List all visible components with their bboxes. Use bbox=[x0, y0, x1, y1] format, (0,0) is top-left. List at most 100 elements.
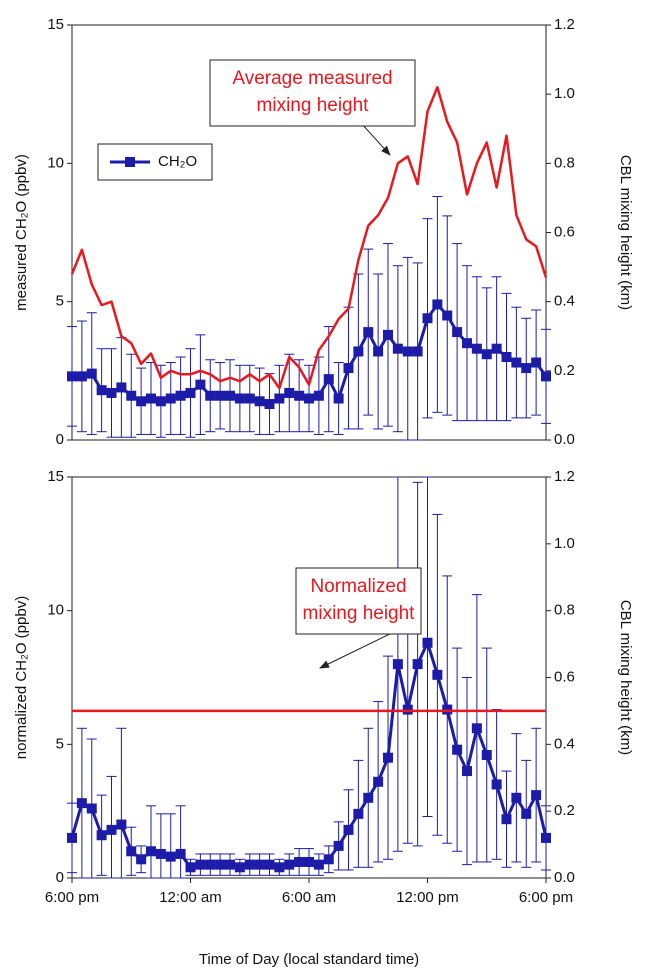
error-bar bbox=[165, 813, 176, 879]
data-point bbox=[541, 371, 551, 382]
y2-tick-label: 0.6 bbox=[554, 223, 575, 240]
data-point bbox=[412, 659, 423, 670]
data-point bbox=[234, 862, 245, 873]
data-point bbox=[442, 704, 453, 715]
y2-tick-label: 1.2 bbox=[554, 16, 575, 33]
x-tick-label: 6:00 pm bbox=[519, 889, 573, 906]
data-point bbox=[491, 779, 502, 790]
data-point bbox=[481, 750, 492, 761]
data-point bbox=[215, 390, 226, 401]
legend-marker bbox=[125, 157, 135, 167]
data-point bbox=[373, 346, 384, 357]
data-point bbox=[333, 840, 344, 851]
data-point bbox=[432, 669, 443, 680]
data-point bbox=[452, 744, 463, 755]
data-point bbox=[353, 346, 364, 357]
data-point bbox=[146, 393, 156, 404]
data-point bbox=[254, 396, 265, 407]
data-point bbox=[195, 859, 206, 870]
data-point bbox=[136, 396, 147, 407]
data-point bbox=[244, 859, 255, 870]
y2-tick-label: 0.2 bbox=[554, 362, 575, 379]
y-tick-label: 15 bbox=[47, 16, 64, 33]
data-point bbox=[521, 363, 532, 374]
data-point bbox=[383, 329, 393, 340]
data-point bbox=[274, 862, 285, 873]
data-point bbox=[432, 299, 443, 310]
y2-tick-label: 0.4 bbox=[554, 735, 575, 752]
annotation-text: mixing height bbox=[257, 95, 370, 116]
data-point bbox=[165, 393, 176, 404]
data-point bbox=[215, 859, 226, 870]
data-point bbox=[294, 390, 305, 401]
data-point bbox=[225, 390, 235, 401]
data-point bbox=[323, 854, 334, 865]
data-point bbox=[67, 832, 77, 843]
annotation-text: mixing height bbox=[303, 603, 416, 624]
data-point bbox=[146, 846, 156, 857]
data-point bbox=[422, 313, 433, 324]
data-point bbox=[165, 851, 176, 862]
error-bar bbox=[175, 805, 186, 879]
data-point bbox=[96, 830, 107, 841]
series-line bbox=[70, 641, 548, 869]
x-axis-label: Time of Day (local standard time) bbox=[199, 951, 419, 968]
y2-tick-label: 0.8 bbox=[554, 602, 575, 619]
y2-tick-label: 0.0 bbox=[554, 431, 575, 448]
data-point bbox=[284, 387, 295, 398]
data-point bbox=[264, 399, 275, 410]
data-point bbox=[402, 704, 413, 715]
data-point bbox=[531, 357, 542, 368]
annotation-text: Average measured bbox=[232, 68, 392, 89]
x-tick-label: 6:00 pm bbox=[45, 889, 99, 906]
data-point bbox=[392, 343, 403, 354]
data-point bbox=[264, 859, 275, 870]
data-point bbox=[225, 859, 235, 870]
data-point bbox=[155, 848, 166, 859]
y-axis-label: normalized CH₂O (ppbv) bbox=[13, 596, 30, 759]
y2-tick-label: 1.2 bbox=[554, 468, 575, 485]
data-point bbox=[234, 393, 245, 404]
data-point bbox=[373, 776, 384, 787]
data-point bbox=[511, 357, 522, 368]
data-point bbox=[511, 792, 522, 803]
data-point bbox=[343, 363, 354, 374]
data-point bbox=[205, 390, 216, 401]
data-point bbox=[185, 862, 196, 873]
data-point bbox=[86, 803, 97, 814]
data-point bbox=[521, 808, 532, 819]
annotation-text: Normalized bbox=[310, 576, 406, 597]
data-point bbox=[323, 374, 334, 385]
data-point bbox=[452, 327, 463, 338]
data-point bbox=[462, 338, 472, 349]
legend-label: CH₂O bbox=[158, 153, 197, 170]
data-point bbox=[96, 385, 107, 396]
data-point bbox=[471, 723, 482, 734]
data-point bbox=[185, 387, 196, 398]
data-point bbox=[175, 390, 186, 401]
data-point bbox=[76, 371, 87, 382]
plot-frame bbox=[71, 476, 547, 879]
y-axis-label: measured CH₂O (ppbv) bbox=[13, 154, 30, 311]
y2-axis-label: CBL mixing height (km) bbox=[617, 600, 634, 755]
data-point bbox=[205, 859, 216, 870]
data-point bbox=[501, 814, 512, 825]
error-bar bbox=[146, 805, 156, 879]
y-tick-label: 15 bbox=[47, 468, 64, 485]
y2-tick-label: 0.2 bbox=[554, 802, 575, 819]
data-point bbox=[313, 390, 324, 401]
y2-tick-label: 1.0 bbox=[554, 85, 575, 102]
y2-tick-label: 0.8 bbox=[554, 154, 575, 171]
data-point bbox=[412, 346, 423, 357]
data-point bbox=[501, 352, 512, 362]
data-point bbox=[116, 819, 127, 830]
data-point bbox=[531, 790, 542, 801]
error-bar bbox=[116, 727, 127, 879]
x-tick-label: 12:00 am bbox=[159, 889, 222, 906]
data-point bbox=[402, 346, 413, 357]
data-point bbox=[106, 824, 117, 835]
data-point bbox=[304, 393, 314, 404]
y2-tick-label: 0.6 bbox=[554, 668, 575, 685]
data-point bbox=[155, 396, 166, 407]
